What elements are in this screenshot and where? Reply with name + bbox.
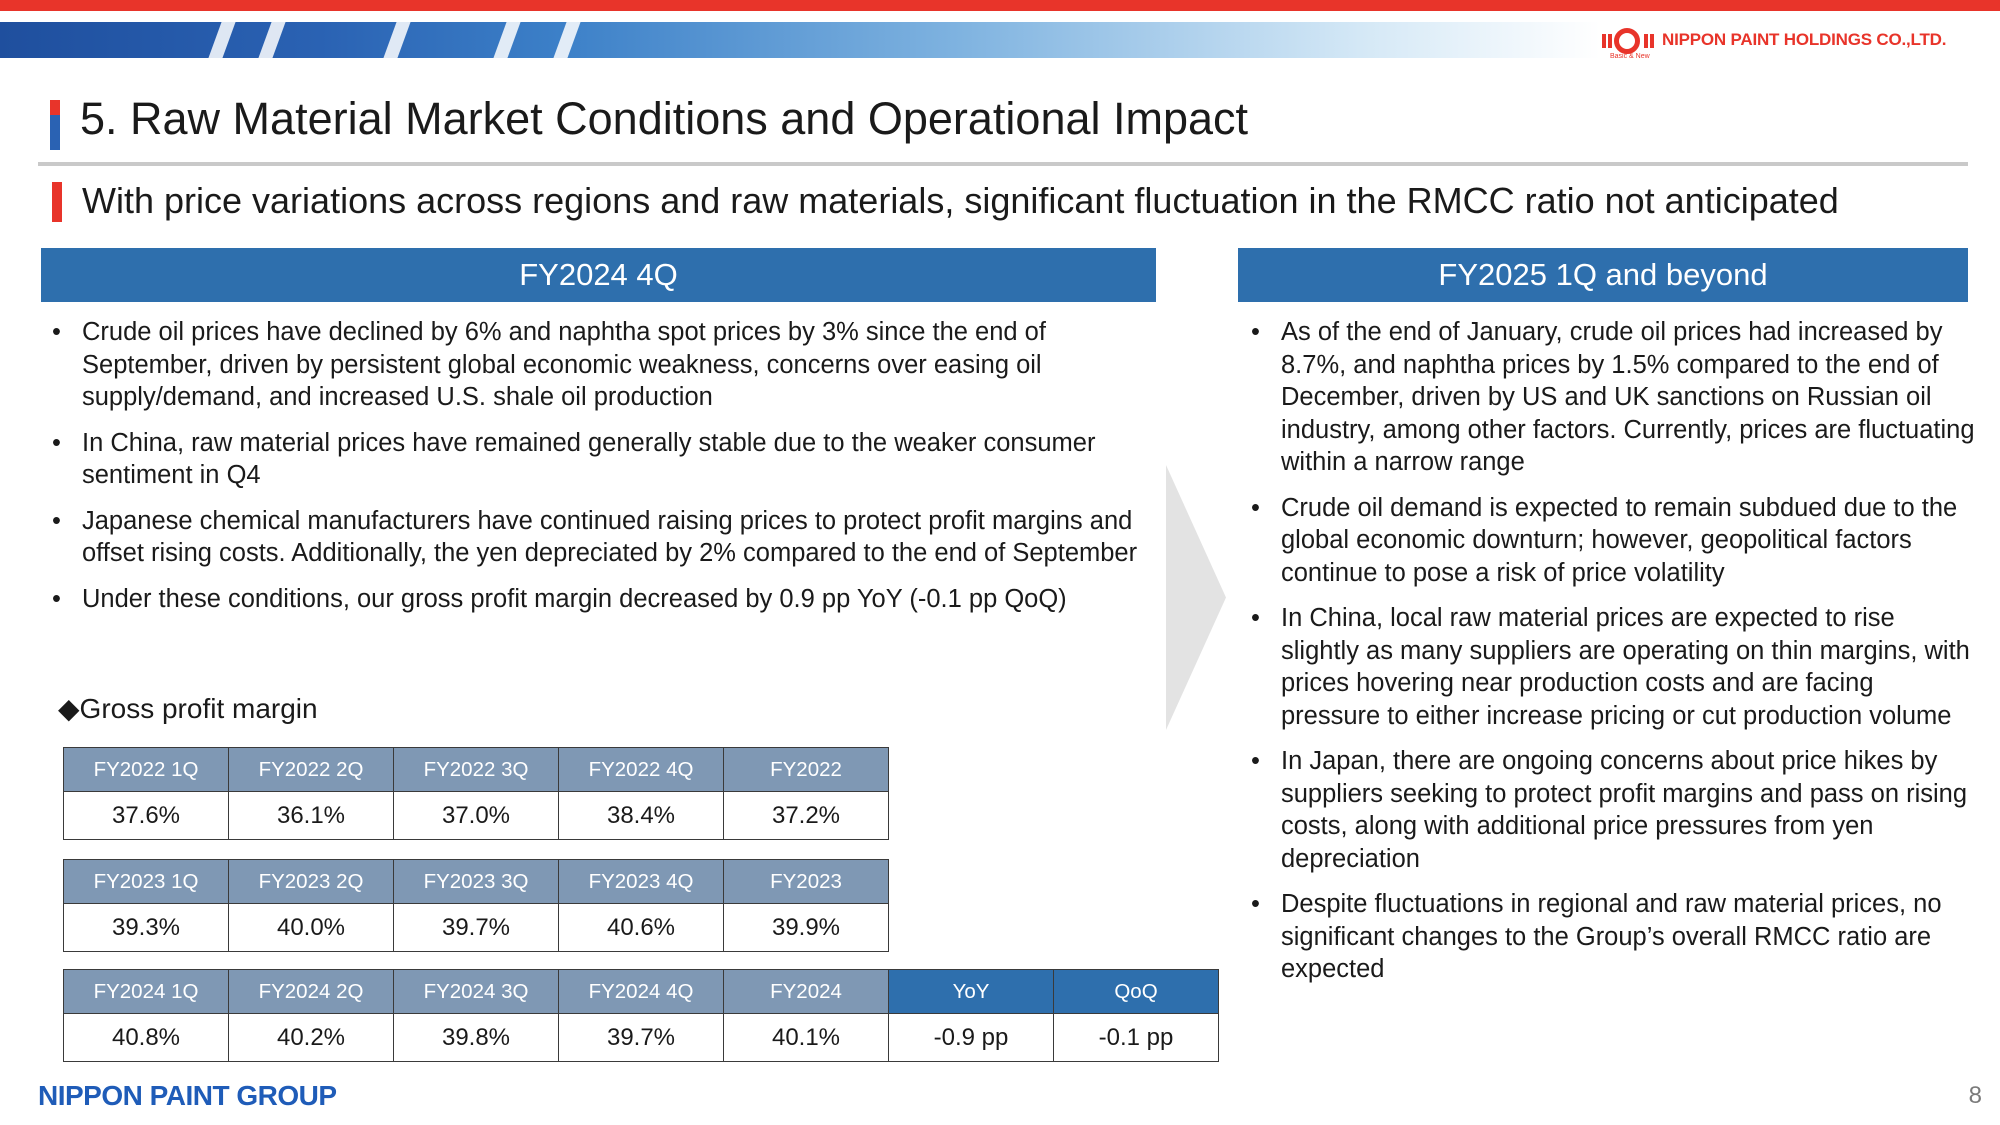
table-cell: 39.9% bbox=[723, 903, 889, 952]
table-header-cell: FY2022 4Q bbox=[558, 747, 724, 792]
company-name: NIPPON PAINT HOLDINGS CO.,LTD. bbox=[1662, 30, 1947, 49]
table-cell: 36.1% bbox=[228, 791, 394, 840]
table-header-cell: FY2023 2Q bbox=[228, 859, 394, 904]
bullet-text: In Japan, there are ongoing concerns abo… bbox=[1281, 747, 1968, 873]
table-header-cell: FY2022 1Q bbox=[63, 747, 229, 792]
bullet-item: • Crude oil demand is expected to remain … bbox=[1240, 492, 1975, 590]
bullet-item: • Under these conditions, our gross profi… bbox=[41, 583, 1161, 616]
table-header-cell: FY2024 1Q bbox=[63, 969, 229, 1014]
chevron-right-icon bbox=[1166, 465, 1226, 730]
bullet-item: • Japanese chemical manufacturers have co… bbox=[41, 505, 1161, 570]
bullet-dot-icon: • bbox=[1251, 493, 1260, 522]
table-header-cell-qoq: QoQ bbox=[1053, 969, 1219, 1014]
bullet-dot-icon: • bbox=[1251, 604, 1260, 632]
table-cell: 37.2% bbox=[723, 791, 889, 840]
table-row: 40.8% 40.2% 39.8% 39.7% 40.1% -0.9 pp -0… bbox=[63, 1013, 1219, 1062]
bullet-text: As of the end of January, crude oil pric… bbox=[1281, 318, 1975, 476]
table-header-cell: FY2022 3Q bbox=[393, 747, 559, 792]
bullet-text: Crude oil demand is expected to remain s… bbox=[1281, 493, 1958, 587]
company-logo-icon: Basic & New bbox=[1600, 26, 1658, 60]
bullet-dot-icon: • bbox=[1251, 747, 1260, 775]
table-cell: 38.4% bbox=[558, 791, 724, 840]
table-cell: 37.0% bbox=[393, 791, 559, 840]
right-bullet-list: • As of the end of January, crude oil pri… bbox=[1240, 316, 1975, 999]
title-divider bbox=[38, 162, 1968, 166]
table-cell: 37.6% bbox=[63, 791, 229, 840]
table-row: 39.3% 40.0% 39.7% 40.6% 39.9% bbox=[63, 903, 889, 952]
bullet-item: • Despite fluctuations in regional and ra… bbox=[1240, 888, 1975, 986]
table-header-cell: FY2023 3Q bbox=[393, 859, 559, 904]
table-cell-qoq: -0.1 pp bbox=[1053, 1013, 1219, 1062]
table-header-row: FY2023 1Q FY2023 2Q FY2023 3Q FY2023 4Q … bbox=[63, 859, 889, 904]
logo-tagline: Basic & New bbox=[1610, 53, 1650, 60]
table-header-cell: FY2022 bbox=[723, 747, 889, 792]
footer-group-logo: NIPPON PAINT GROUP bbox=[38, 1080, 337, 1111]
bullet-text: Despite fluctuations in regional and raw… bbox=[1281, 890, 1942, 983]
gross-profit-margin-label: ◆Gross profit margin bbox=[58, 693, 318, 724]
table-header-cell: FY2023 4Q bbox=[558, 859, 724, 904]
table-header-cell-yoy: YoY bbox=[888, 969, 1054, 1014]
gpm-table-fy2022: FY2022 1Q FY2022 2Q FY2022 3Q FY2022 4Q … bbox=[63, 747, 889, 840]
bullet-item: • In China, local raw material prices are… bbox=[1240, 602, 1975, 732]
table-header-cell: FY2024 3Q bbox=[393, 969, 559, 1014]
table-header-cell: FY2022 2Q bbox=[228, 747, 394, 792]
title-accent-bar bbox=[50, 100, 60, 150]
left-column-heading: FY2024 4Q bbox=[41, 248, 1156, 302]
bullet-item: • In Japan, there are ongoing concerns ab… bbox=[1240, 745, 1975, 875]
top-blue-banner bbox=[0, 22, 1600, 58]
table-header-cell: FY2023 1Q bbox=[63, 859, 229, 904]
bullet-dot-icon: • bbox=[1251, 318, 1260, 346]
table-header-row: FY2022 1Q FY2022 2Q FY2022 3Q FY2022 4Q … bbox=[63, 747, 889, 792]
right-column-heading: FY2025 1Q and beyond bbox=[1238, 248, 1968, 302]
page-title: 5. Raw Material Market Conditions and Op… bbox=[80, 93, 1249, 144]
table-cell: 40.0% bbox=[228, 903, 394, 952]
bullet-text: Under these conditions, our gross profit… bbox=[82, 584, 1067, 613]
table-cell: 40.2% bbox=[228, 1013, 394, 1062]
table-header-row: FY2024 1Q FY2024 2Q FY2024 3Q FY2024 4Q … bbox=[63, 969, 1219, 1014]
table-cell: 39.7% bbox=[558, 1013, 724, 1062]
table-header-cell: FY2023 bbox=[723, 859, 889, 904]
gpm-table-fy2024: FY2024 1Q FY2024 2Q FY2024 3Q FY2024 4Q … bbox=[63, 969, 1219, 1062]
bullet-dot-icon: • bbox=[52, 506, 61, 535]
bullet-text: Crude oil prices have declined by 6% and… bbox=[82, 318, 1046, 411]
bullet-item: • As of the end of January, crude oil pri… bbox=[1240, 316, 1975, 479]
table-cell: 40.6% bbox=[558, 903, 724, 952]
table-cell: 39.7% bbox=[393, 903, 559, 952]
table-cell: 40.1% bbox=[723, 1013, 889, 1062]
bullet-dot-icon: • bbox=[52, 318, 61, 346]
top-red-bar bbox=[0, 0, 2000, 11]
gpm-table-fy2023: FY2023 1Q FY2023 2Q FY2023 3Q FY2023 4Q … bbox=[63, 859, 889, 952]
table-header-cell: FY2024 bbox=[723, 969, 889, 1014]
table-cell: 39.3% bbox=[63, 903, 229, 952]
bullet-dot-icon: • bbox=[1251, 890, 1260, 918]
table-cell: 39.8% bbox=[393, 1013, 559, 1062]
bullet-dot-icon: • bbox=[52, 428, 61, 457]
bullet-text: In China, local raw material prices are … bbox=[1281, 604, 1970, 730]
table-header-cell: FY2024 2Q bbox=[228, 969, 394, 1014]
subtitle-accent-bar bbox=[52, 182, 62, 222]
table-row: 37.6% 36.1% 37.0% 38.4% 37.2% bbox=[63, 791, 889, 840]
table-cell-yoy: -0.9 pp bbox=[888, 1013, 1054, 1062]
table-cell: 40.8% bbox=[63, 1013, 229, 1062]
page-subtitle: With price variations across regions and… bbox=[82, 180, 1839, 221]
left-bullet-list: • Crude oil prices have declined by 6% an… bbox=[41, 316, 1161, 628]
table-header-cell: FY2024 4Q bbox=[558, 969, 724, 1014]
bullet-text: Japanese chemical manufacturers have con… bbox=[82, 506, 1138, 568]
company-logo: Basic & New NIPPON PAINT HOLDINGS CO.,LT… bbox=[1600, 26, 1946, 60]
bullet-dot-icon: • bbox=[52, 584, 61, 613]
bullet-item: • Crude oil prices have declined by 6% an… bbox=[41, 316, 1161, 414]
page-number: 8 bbox=[1968, 1082, 1982, 1109]
bullet-item: • In China, raw material prices have rema… bbox=[41, 427, 1161, 492]
bullet-text: In China, raw material prices have remai… bbox=[82, 428, 1096, 490]
